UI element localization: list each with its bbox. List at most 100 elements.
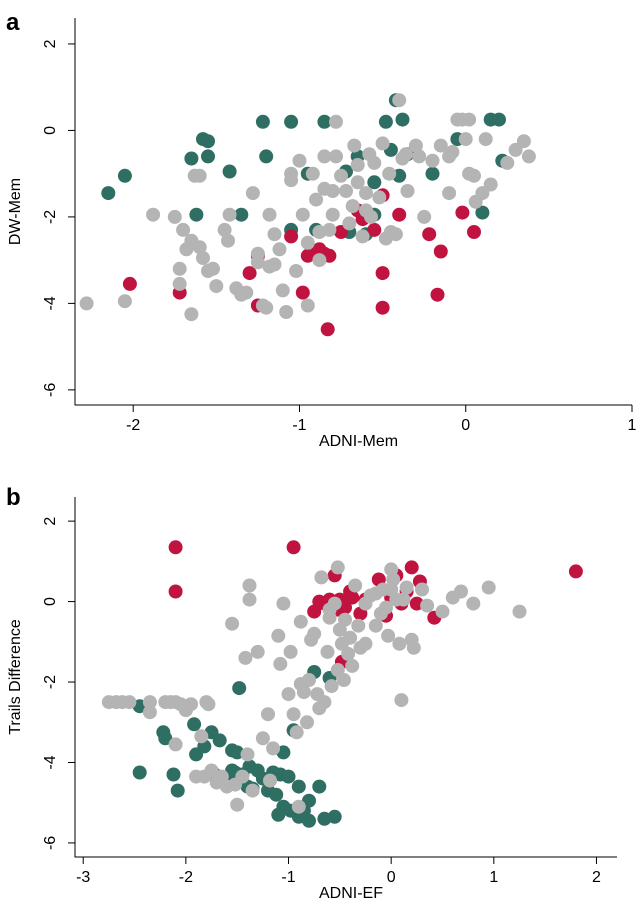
data-point-green — [259, 149, 274, 164]
data-point-green — [284, 114, 299, 129]
data-point-gray — [300, 298, 315, 313]
data-point-gray — [176, 222, 191, 237]
data-point-gray — [259, 300, 274, 315]
data-point-red — [375, 300, 390, 315]
data-point-gray — [204, 763, 219, 778]
points-group — [101, 540, 583, 828]
data-point-gray — [388, 227, 403, 242]
data-point-gray — [462, 112, 477, 127]
x-tick-label: 1 — [628, 417, 637, 434]
x-tick-label: 0 — [461, 417, 470, 434]
x-tick-label: 1 — [489, 869, 498, 886]
data-point-gray — [367, 155, 382, 170]
data-point-gray — [271, 628, 286, 643]
y-axis-title: DW-Mem — [7, 178, 24, 245]
data-point-gray — [368, 586, 383, 601]
data-point-gray — [329, 114, 343, 129]
data-point-gray — [296, 685, 311, 700]
data-point-gray — [295, 207, 310, 222]
data-point-gray — [222, 207, 237, 222]
data-point-red — [312, 594, 327, 609]
panel-letter: b — [6, 484, 21, 511]
data-point-green — [158, 731, 173, 746]
data-point-gray — [196, 251, 210, 265]
data-point-green — [291, 779, 306, 794]
data-point-gray — [399, 580, 414, 595]
data-point-red — [168, 540, 183, 555]
data-point-gray — [415, 582, 429, 597]
data-point-gray — [375, 136, 390, 151]
y-tick-label: -4 — [42, 755, 59, 769]
data-point-green — [170, 783, 185, 798]
data-point-gray — [266, 741, 281, 756]
x-tick-label: -3 — [76, 869, 90, 886]
data-point-green — [269, 787, 284, 802]
data-point-gray — [512, 604, 527, 619]
data-point-gray — [467, 168, 481, 183]
data-point-red — [286, 540, 301, 555]
data-point-green — [212, 733, 227, 748]
data-point-gray — [325, 207, 340, 222]
data-point-gray — [201, 697, 216, 712]
data-point-gray — [302, 673, 316, 687]
data-point-red — [168, 584, 183, 599]
data-point-gray — [255, 731, 270, 746]
data-point-gray — [516, 134, 531, 149]
data-point-gray — [347, 138, 362, 153]
data-point-green — [395, 112, 410, 127]
data-point-gray — [283, 644, 298, 659]
data-point-green — [255, 114, 270, 129]
data-point-gray — [343, 630, 358, 645]
data-point-gray — [392, 93, 407, 108]
data-point-gray — [325, 184, 340, 198]
data-point-gray — [168, 737, 183, 752]
data-point-gray — [345, 658, 360, 673]
data-point-gray — [350, 175, 365, 190]
y-axis-title: Trails Difference — [7, 619, 24, 735]
data-point-gray — [230, 797, 245, 812]
data-point-gray — [381, 628, 396, 643]
data-point-gray — [342, 216, 357, 231]
data-point-gray — [420, 598, 435, 613]
data-point-gray — [322, 610, 337, 625]
data-point-red — [375, 266, 390, 281]
x-tick-label: -2 — [126, 417, 140, 434]
data-point-red — [467, 225, 481, 239]
data-point-gray — [245, 186, 260, 201]
x-axis-title: ADNI-EF — [319, 885, 383, 902]
data-point-gray — [341, 646, 356, 661]
x-axis-title: ADNI-Mem — [319, 433, 398, 450]
data-point-gray — [292, 153, 307, 168]
y-tick-label: 0 — [42, 597, 59, 606]
data-point-gray — [442, 186, 457, 201]
data-point-gray — [79, 296, 94, 311]
data-point-gray — [394, 693, 409, 708]
data-point-gray — [336, 673, 351, 687]
data-point-gray — [400, 184, 415, 198]
data-point-gray — [339, 184, 353, 198]
data-point-green — [317, 114, 332, 129]
data-point-gray — [238, 650, 253, 665]
data-point-gray — [330, 663, 345, 677]
data-point-red — [422, 227, 437, 242]
data-point-gray — [358, 636, 373, 651]
data-point-gray — [184, 697, 198, 712]
data-point-gray — [327, 596, 342, 611]
data-point-gray — [312, 253, 327, 268]
data-point-green — [367, 175, 382, 190]
data-point-red — [568, 564, 583, 579]
data-point-gray — [192, 240, 207, 255]
data-point-gray — [267, 227, 282, 242]
data-point-green — [201, 149, 215, 164]
points-group — [79, 93, 536, 337]
data-point-gray — [286, 707, 301, 722]
data-point-green — [234, 207, 249, 222]
data-point-gray — [379, 600, 393, 615]
data-point-gray — [314, 570, 329, 585]
data-point-gray — [281, 687, 296, 702]
data-point-red — [404, 560, 419, 575]
data-point-gray — [412, 149, 427, 164]
data-point-gray — [351, 618, 366, 633]
